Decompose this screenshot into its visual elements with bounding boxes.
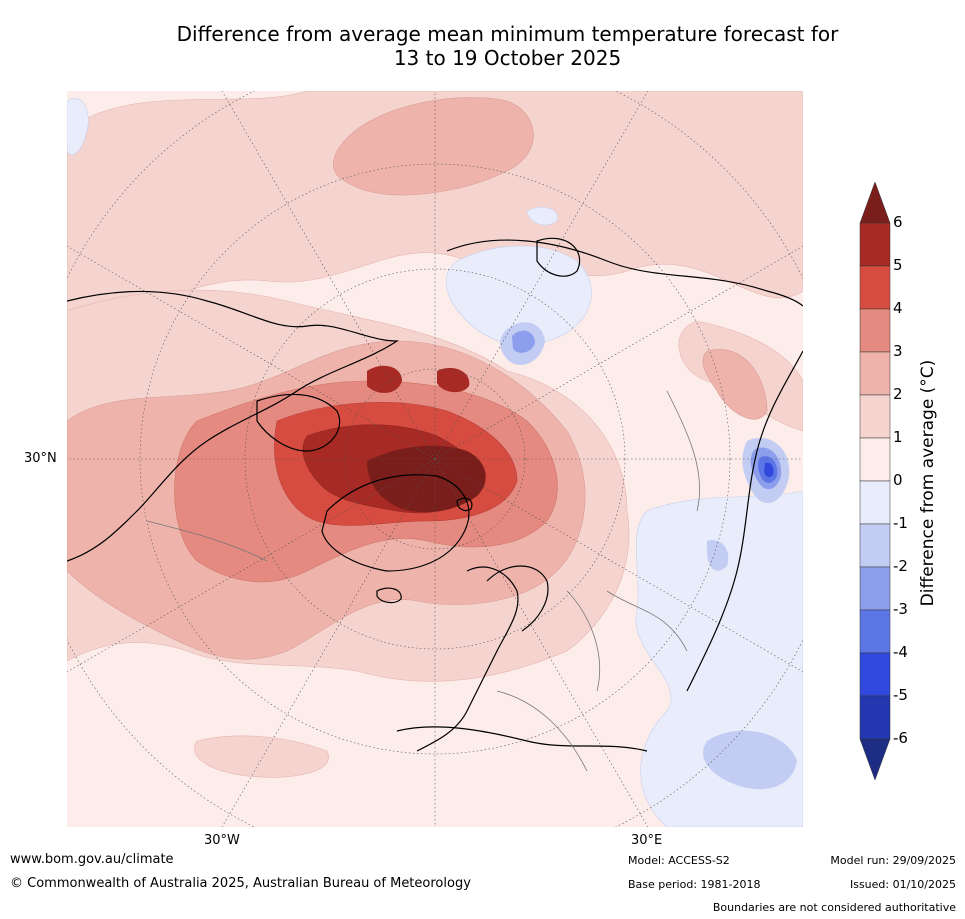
coastlines [67,237,803,752]
coastline-mediterranean [396,726,648,752]
colorbar [855,180,895,790]
coastline-north-america [67,290,399,562]
footer-model-run: Model run: 29/09/2025 [830,854,956,867]
footer-disclaimer: Boundaries are not considered authoritat… [712,901,956,914]
title-line-2: 13 to 19 October 2025 [393,46,622,70]
coastline-europe [416,566,519,752]
colorbar-tick-label: -3 [893,600,908,618]
country-borders [146,390,701,772]
anomaly-zone-1to2-southwest [194,735,329,778]
longitude-label-east: 30°E [631,833,663,848]
coastline-svalbard [456,497,473,512]
colorbar-segment [859,308,891,353]
colorbar-tick-label: -2 [893,557,908,575]
colorbar-tick-label: 3 [893,342,903,360]
colorbar-segment [859,566,891,611]
anomaly-zone-5to6-north-b [437,367,470,393]
footer-base-period: Base period: 1981-2018 [628,878,761,891]
colorbar-tick-label: 6 [893,213,903,231]
footer-issued: Issued: 01/10/2025 [849,878,956,891]
colorbar-segment [859,222,891,267]
colorbar-tick-label: 1 [893,428,903,446]
cool-zone-1to2-south [703,730,797,790]
footer-website: www.bom.gov.au/climate [10,852,174,867]
footer-model: Model: ACCESS-S2 [628,854,730,867]
colorbar-tick-label: -5 [893,686,908,704]
colorbar-extend-min [859,738,891,781]
colorbar-label: Difference from average (°C) [918,359,938,607]
anomaly-zone-5to6-north-a [367,365,402,393]
colorbar-segment [859,480,891,525]
colorbar-tick-label: -6 [893,729,908,747]
cool-zone-0to-1-arctic-ocean [526,207,559,226]
colorbar-tick-label: 0 [893,471,903,489]
coastline-scandinavia [486,565,549,632]
graticule [67,91,803,827]
coastline-canadian-archipelago [256,393,341,452]
forecast-map[interactable] [67,91,803,827]
cool-zone-0to-1-scandinavia [445,245,592,346]
colorbar-segment [859,695,891,740]
colorbar-tick-label: -1 [893,514,908,532]
anomaly-zone-2to3-north [332,97,534,196]
latitude-label: 30°N [24,451,57,466]
coastline-taymyr [536,237,581,277]
colorbar-tick-label: 2 [893,385,903,403]
colorbar-segment [859,523,891,568]
coastline-east-asia [686,350,803,692]
coastline-iceland [376,587,402,604]
cool-zone-2to3-scandinavia [512,330,535,353]
cool-zone-1to2-mongolia [706,540,729,571]
colorbar-segment [859,437,891,482]
colorbar-tick-label: 4 [893,299,903,317]
colorbar-segment [859,351,891,396]
colorbar-segment [859,394,891,439]
footer-copyright: © Commonwealth of Australia 2025, Austra… [10,876,471,891]
chart-title: Difference from average mean minimum tem… [60,22,955,70]
anomaly-zone-2to3-east [702,349,768,420]
coastline-greenland [321,474,470,572]
colorbar-tick-label: -4 [893,643,908,661]
colorbar-segment [859,265,891,310]
colorbar-segment [859,609,891,654]
anomaly-zone-above-6 [367,445,486,513]
colorbar-extend-max [859,181,891,224]
cool-zone-4to5-siberia [764,462,774,478]
colorbar-segment [859,652,891,697]
longitude-label-west: 30°W [204,833,240,848]
title-line-1: Difference from average mean minimum tem… [176,22,839,46]
cool-zone-0to-1-northwest [67,98,89,156]
coastline-russia-arctic [446,239,803,307]
colorbar-tick-label: 5 [893,256,903,274]
